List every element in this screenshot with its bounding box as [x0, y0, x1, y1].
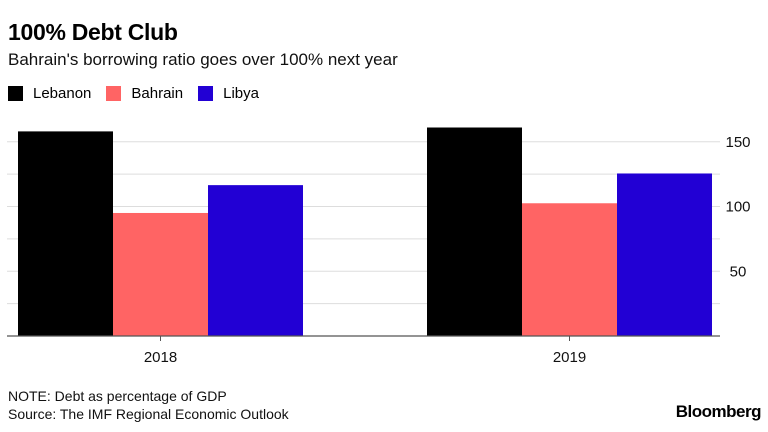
y-tick-label-150: 150 — [725, 134, 750, 151]
chart-footnote: NOTE: Debt as percentage of GDP Source: … — [8, 387, 289, 423]
bar-bahrain-2019 — [522, 203, 617, 336]
legend-label-libya: Libya — [223, 85, 259, 102]
note-text: NOTE: Debt as percentage of GDP — [8, 388, 227, 404]
x-tick-label-2018: 2018 — [144, 349, 177, 366]
bar-bahrain-2018 — [113, 212, 208, 336]
legend-label-lebanon: Lebanon — [33, 85, 92, 102]
bar-libya-2018 — [208, 185, 303, 336]
legend-label-bahrain: Bahrain — [131, 85, 184, 102]
legend-swatch-bahrain — [106, 86, 122, 101]
legend-item-lebanon: Lebanon — [8, 85, 91, 102]
legend-swatch-lebanon — [8, 86, 23, 101]
legend-item-bahrain: Bahrain — [106, 85, 183, 102]
bar-lebanon-2019 — [427, 127, 522, 336]
bar-lebanon-2018 — [18, 131, 113, 336]
legend: Lebanon Bahrain Libya — [8, 85, 274, 102]
x-tick-label-2019: 2019 — [553, 349, 586, 366]
source-text: Source: The IMF Regional Economic Outloo… — [8, 406, 289, 422]
bloomberg-logo: Bloomberg — [675, 402, 762, 421]
bar-libya-2019 — [617, 173, 712, 336]
chart-title: 100% Debt Club — [8, 19, 178, 45]
legend-item-libya: Libya — [198, 85, 259, 102]
legend-swatch-libya — [198, 86, 214, 101]
y-tick-label-50: 50 — [730, 263, 747, 280]
chart-subtitle: Bahrain's borrowing ratio goes over 100%… — [8, 50, 398, 69]
y-tick-label-100: 100 — [725, 199, 750, 216]
